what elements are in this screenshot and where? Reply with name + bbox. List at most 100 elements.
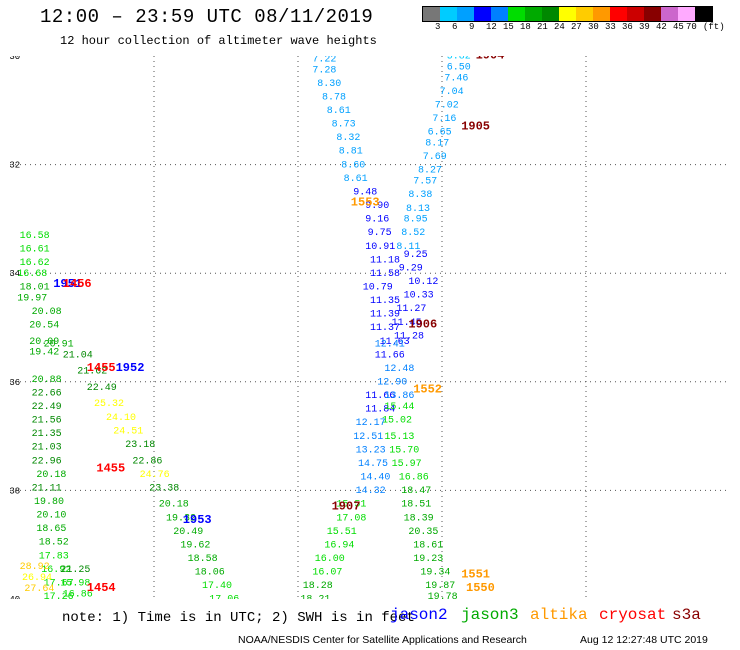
y-tick-label: -32	[10, 161, 20, 171]
wave-height-value: 18.61	[413, 540, 443, 551]
wave-height-plot: -150-147-144-141-138-135-30-32-34-36-38-…	[10, 56, 730, 599]
pass-time-label: 1454	[87, 581, 116, 595]
wave-height-value: 8.17	[425, 139, 449, 150]
wave-height-value: 17.67	[44, 578, 74, 589]
pass-time-label: 1553	[351, 195, 380, 209]
wave-height-value: 23.38	[149, 483, 179, 494]
wave-height-value: 12.90	[377, 378, 407, 389]
legend-swatch	[508, 7, 525, 21]
legend-swatch	[661, 7, 678, 21]
wave-height-value: 10.91	[365, 242, 395, 253]
wave-height-value: 17.40	[202, 581, 232, 592]
wave-height-value: 8.73	[332, 120, 356, 131]
wave-height-value: 23.18	[125, 440, 155, 451]
wave-height-value: 8.61	[344, 174, 368, 185]
wave-height-value: 9.48	[353, 187, 377, 198]
wave-height-value: 8.61	[327, 106, 351, 117]
wave-height-value: 18.28	[303, 581, 333, 592]
wave-height-value: 7.57	[413, 177, 437, 188]
wave-height-value: 11.66	[365, 391, 395, 402]
legend-label: 21	[537, 22, 548, 32]
wave-height-value: 11.45	[392, 318, 422, 329]
wave-height-value: 20.08	[32, 307, 62, 318]
pass-time-label: 1951	[53, 277, 82, 291]
legend-swatch	[627, 7, 644, 21]
wave-height-value: 16.61	[20, 244, 50, 255]
wave-height-value: 7.02	[435, 101, 459, 112]
wave-height-value: 18.58	[188, 554, 218, 565]
wave-height-value: 15.97	[392, 459, 422, 470]
wave-height-value: 14.40	[360, 473, 390, 484]
wave-height-value: 7.46	[444, 73, 468, 84]
color-scale-legend	[422, 6, 713, 22]
wave-height-value: 22.96	[32, 456, 62, 467]
wave-height-value: 10.33	[404, 291, 434, 302]
legend-label: 42	[656, 22, 667, 32]
wave-height-value: 21.11	[32, 483, 62, 494]
wave-height-value: 20.88	[32, 375, 62, 386]
wave-height-value: 7.16	[432, 114, 456, 125]
wave-height-value: 7.28	[312, 65, 336, 76]
wave-height-value: 8.11	[396, 242, 420, 253]
y-tick-label: -34	[10, 269, 20, 279]
wave-height-value: 13.86	[384, 391, 414, 402]
pass-time-label: 1552	[413, 383, 442, 397]
wave-height-value: 8.32	[336, 133, 360, 144]
y-tick-label: -36	[10, 378, 20, 388]
wave-height-value: 11.84	[365, 405, 395, 416]
wave-height-value: 7.04	[440, 87, 464, 98]
wave-height-value: 16.07	[312, 568, 342, 579]
wave-height-value: 19.78	[428, 592, 458, 599]
wave-height-value: 20.09	[29, 337, 59, 348]
wave-height-value: 11.18	[370, 255, 400, 266]
wave-height-value: 6.65	[428, 128, 452, 139]
legend-label: 70	[686, 22, 697, 32]
wave-height-value: 19.34	[420, 568, 450, 579]
wave-height-value: 19.23	[413, 554, 443, 565]
wave-height-value: 15.02	[382, 416, 412, 427]
generated-timestamp: Aug 12 12:27:48 UTC 2019	[580, 634, 708, 646]
wave-height-value: 19.32	[166, 513, 196, 524]
wave-height-value: 22.86	[132, 456, 162, 467]
wave-height-value: 16.00	[315, 554, 345, 565]
wave-height-value: 9.90	[365, 201, 389, 212]
wave-height-value: 6.50	[447, 63, 471, 74]
wave-height-value: 8.27	[418, 166, 442, 177]
wave-height-value: 19.62	[180, 540, 210, 551]
wave-height-value: 8.13	[406, 204, 430, 215]
wave-height-value: 21.56	[32, 416, 62, 427]
wave-height-value: 11.35	[370, 296, 400, 307]
wave-height-value: 20.49	[173, 527, 203, 538]
wave-height-value: 26.94	[22, 573, 52, 584]
legend-swatch	[695, 7, 712, 21]
legend-label: 12	[486, 22, 497, 32]
wave-height-value: 18.47	[401, 486, 431, 497]
wave-height-value: 11.58	[370, 269, 400, 280]
wave-height-value: 7.69	[423, 152, 447, 163]
credit-line: NOAA/NESDIS Center for Satellite Applica…	[238, 634, 527, 646]
legend-swatch	[576, 7, 593, 21]
wave-height-value: 20.35	[408, 527, 438, 538]
legend-label: 27	[571, 22, 582, 32]
wave-height-value: 21.62	[77, 367, 107, 378]
y-tick-label: -38	[10, 486, 20, 496]
y-tick-label: -30	[10, 56, 20, 62]
wave-height-value: 21.25	[60, 565, 90, 576]
wave-height-value: 24.76	[140, 470, 170, 481]
wave-height-value: 22.66	[32, 388, 62, 399]
wave-height-value: 17.08	[336, 513, 366, 524]
wave-height-value: 9.25	[404, 250, 428, 261]
wave-height-value: 12.41	[375, 340, 405, 351]
wave-height-value: 16.86	[399, 473, 429, 484]
wave-height-value: 24.10	[106, 413, 136, 424]
wave-height-value: 12.48	[384, 364, 414, 375]
legend-label: 6	[452, 22, 458, 32]
wave-height-value: 11.39	[370, 310, 400, 321]
wave-height-value: 11.27	[396, 304, 426, 315]
legend-swatch	[474, 7, 491, 21]
wave-height-value: 24.51	[113, 426, 143, 437]
wave-height-value: 15.44	[384, 402, 414, 413]
pass-time-label: 1455	[87, 361, 116, 375]
map-title: 12:00 – 23:59 UTC 08/11/2019	[40, 6, 374, 28]
wave-height-value: 18.01	[20, 282, 50, 293]
